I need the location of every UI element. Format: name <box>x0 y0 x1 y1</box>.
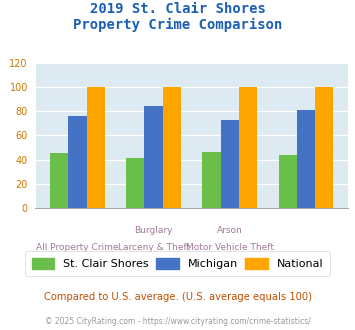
Text: Property Crime Comparison: Property Crime Comparison <box>73 18 282 32</box>
Bar <box>144 106 163 208</box>
Text: © 2025 CityRating.com - https://www.cityrating.com/crime-statistics/: © 2025 CityRating.com - https://www.city… <box>45 317 310 326</box>
Text: Compared to U.S. average. (U.S. average equals 100): Compared to U.S. average. (U.S. average … <box>44 292 311 302</box>
Text: Larceny & Theft: Larceny & Theft <box>118 243 190 251</box>
Bar <box>297 110 315 208</box>
Bar <box>126 158 144 208</box>
Bar <box>279 155 297 208</box>
Bar <box>87 87 105 208</box>
Bar <box>221 119 239 208</box>
Bar <box>163 87 181 208</box>
Text: Arson: Arson <box>217 226 243 235</box>
Legend: St. Clair Shores, Michigan, National: St. Clair Shores, Michigan, National <box>25 251 330 276</box>
Text: Motor Vehicle Theft: Motor Vehicle Theft <box>186 243 274 251</box>
Text: Burglary: Burglary <box>134 226 173 235</box>
Bar <box>68 116 87 208</box>
Text: 2019 St. Clair Shores: 2019 St. Clair Shores <box>89 2 266 16</box>
Bar <box>50 153 68 208</box>
Bar <box>315 87 333 208</box>
Bar <box>202 152 221 208</box>
Bar <box>239 87 257 208</box>
Text: All Property Crime: All Property Crime <box>36 243 119 251</box>
